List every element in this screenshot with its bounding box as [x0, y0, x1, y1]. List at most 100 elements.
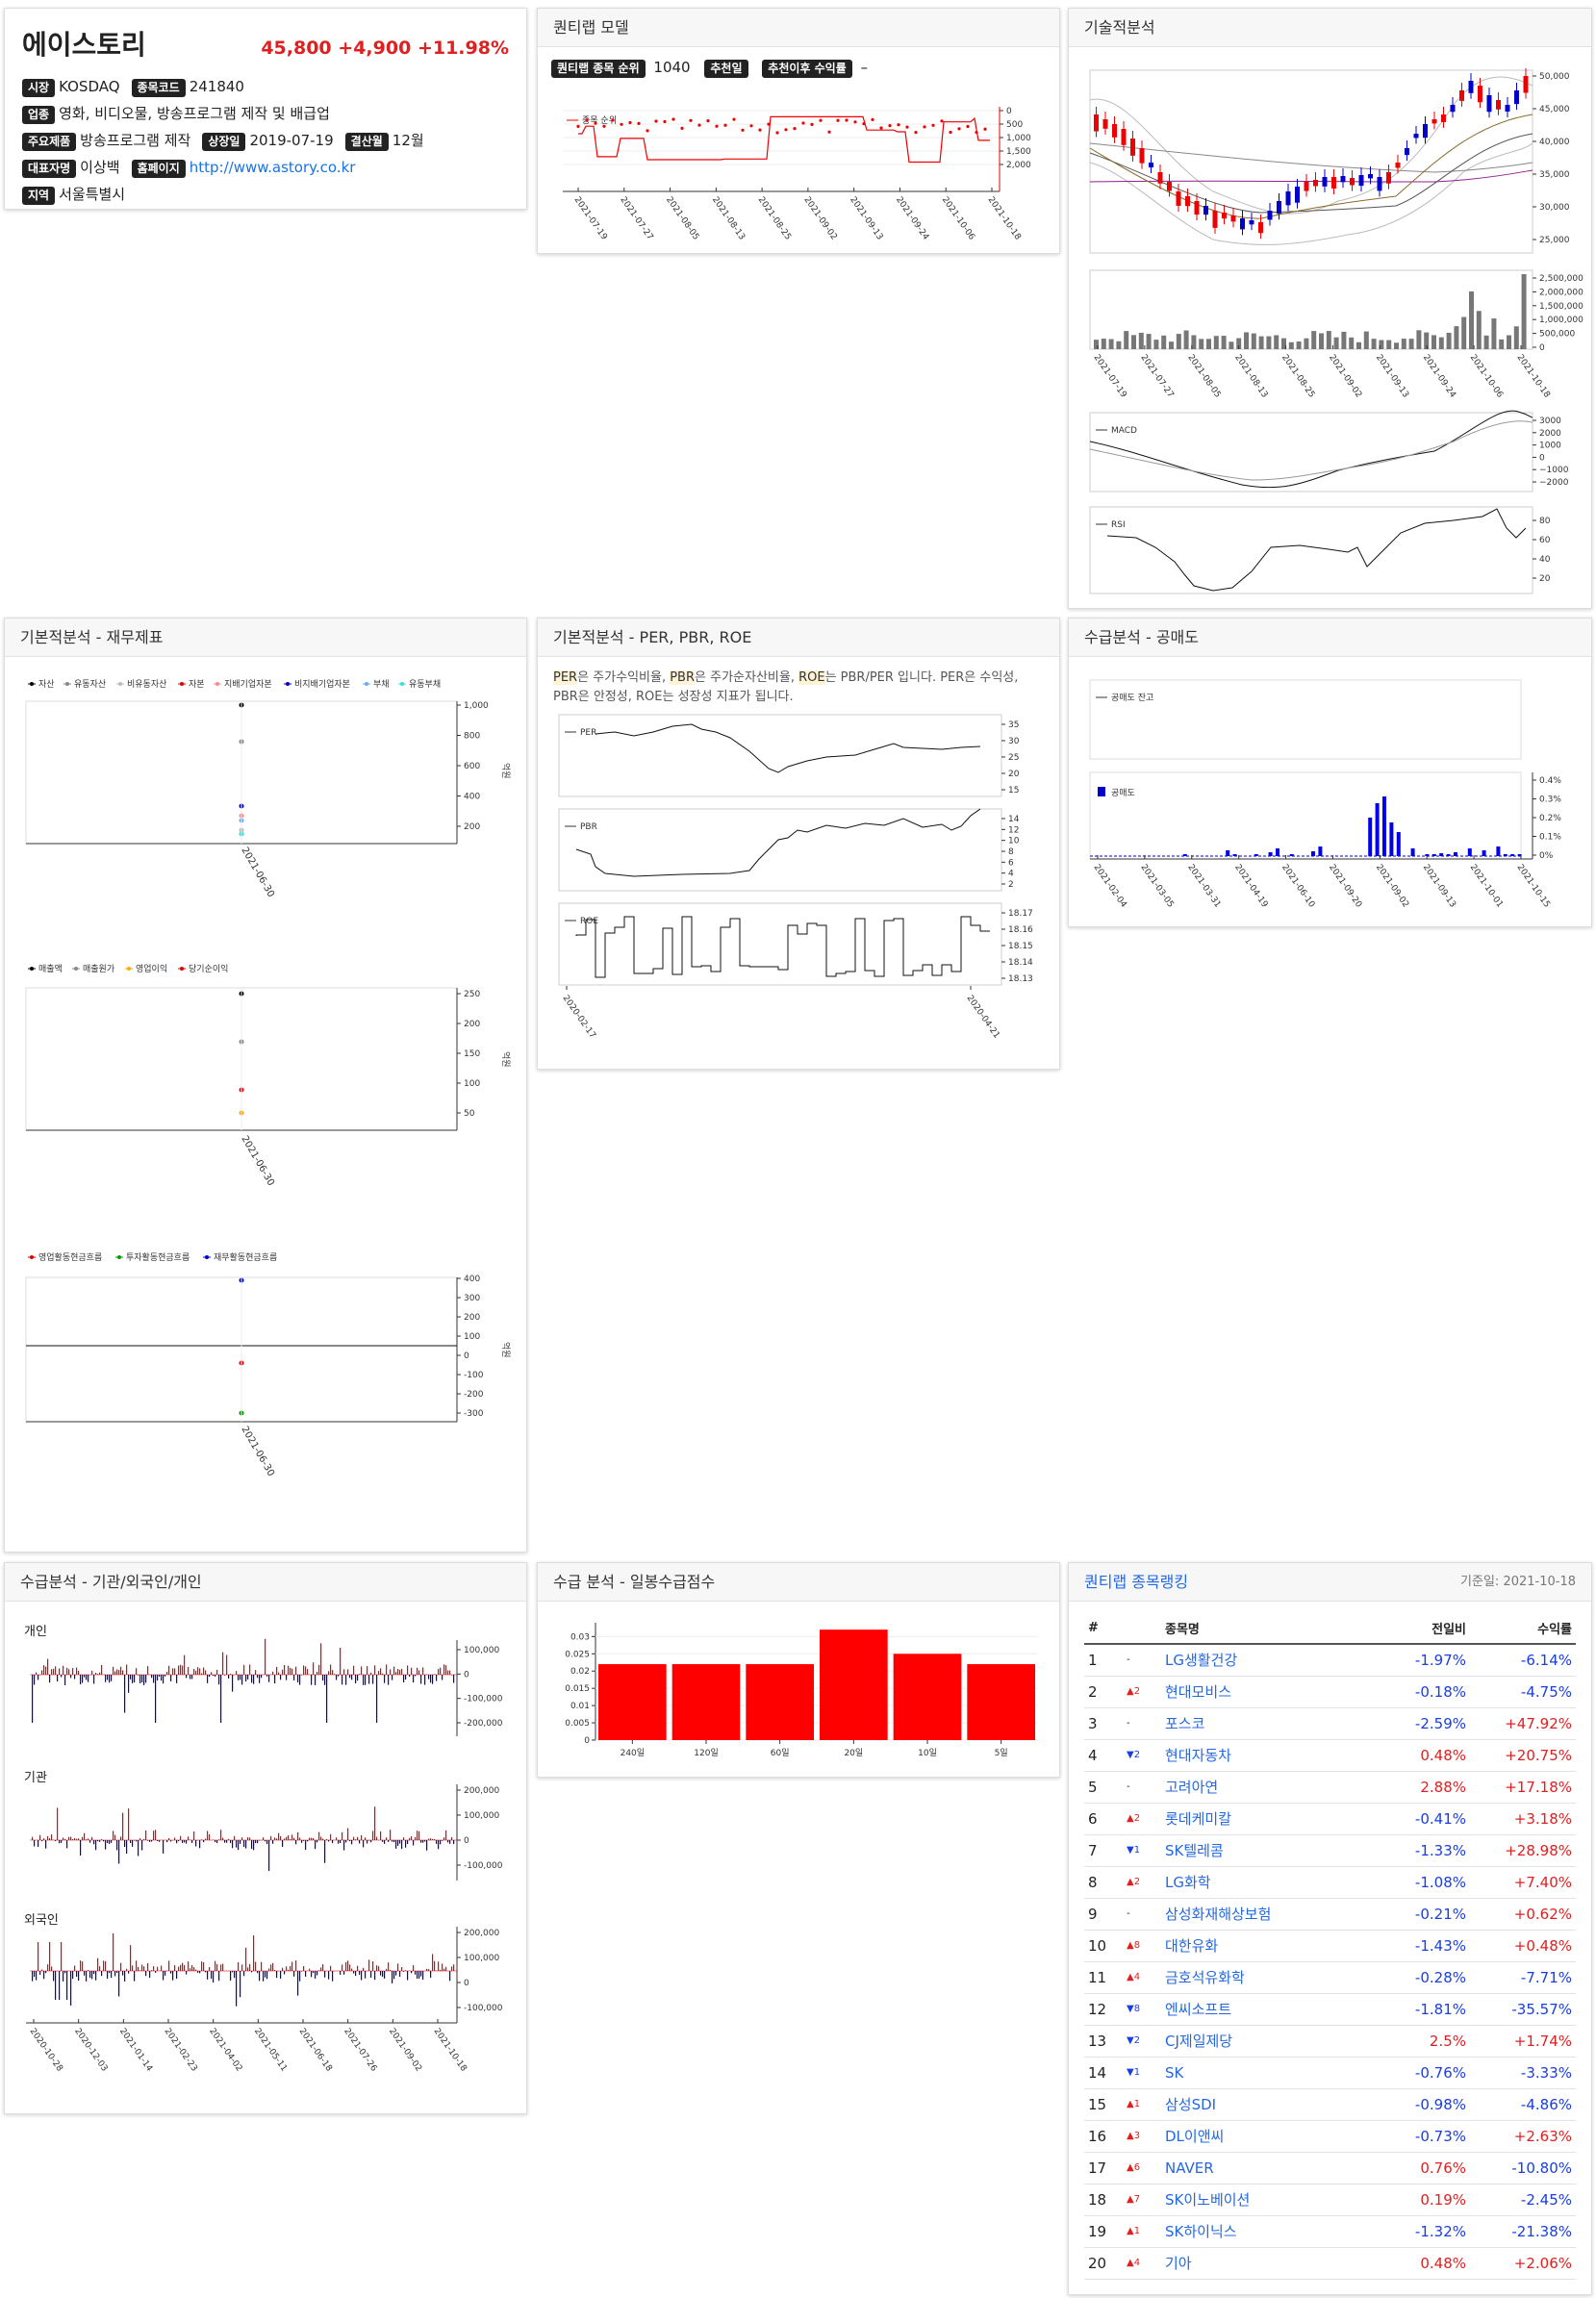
- rank-return: -3.33%: [1470, 2057, 1576, 2089]
- flow-bar: [89, 1840, 91, 1843]
- stock-link[interactable]: 금호석유화학: [1161, 1961, 1374, 1994]
- score-bar: [746, 1664, 814, 1740]
- ranking-row[interactable]: 11 ▲4 금호석유화학 -0.28% -7.71%: [1084, 1961, 1576, 1994]
- flow-bar: [347, 1669, 349, 1675]
- stock-link[interactable]: 대한유화: [1161, 1930, 1374, 1962]
- ranking-row[interactable]: 13 ▼2 CJ제일제당 2.5% +1.74%: [1084, 2025, 1576, 2058]
- ranking-row[interactable]: 15 ▲1 삼성SDI -0.98% -4.86%: [1084, 2088, 1576, 2121]
- return-value: –: [860, 59, 869, 76]
- stock-link[interactable]: 롯데케미칼: [1161, 1803, 1374, 1835]
- legend-label: 자본: [189, 679, 205, 690]
- ranking-row[interactable]: 17 ▲6 NAVER 0.76% -10.80%: [1084, 2152, 1576, 2184]
- flow-bar: [174, 1964, 176, 1971]
- ranking-row[interactable]: 4 ▼2 현대자동차 0.48% +20.75%: [1084, 1739, 1576, 1772]
- flow-bar: [376, 1675, 378, 1723]
- ranking-row[interactable]: 12 ▼8 엔씨소프트 -1.81% -35.57%: [1084, 1993, 1576, 2026]
- stock-link[interactable]: 삼성SDI: [1161, 2088, 1374, 2121]
- ranking-row[interactable]: 8 ▲2 LG화학 -1.08% +7.40%: [1084, 1866, 1576, 1899]
- legend-label: 재무활동현금흐름: [214, 1251, 277, 1263]
- stock-link[interactable]: SK: [1161, 2057, 1374, 2089]
- flow-bar: [218, 1675, 220, 1685]
- ranking-row[interactable]: 3 - 포스코 -2.59% +47.92%: [1084, 1707, 1576, 1740]
- stock-link[interactable]: 기아: [1161, 2247, 1374, 2280]
- ranking-row[interactable]: 9 - 삼성화재해상보험 -0.21% +0.62%: [1084, 1898, 1576, 1931]
- ranking-row[interactable]: 10 ▲8 대한유화 -1.43% +0.48%: [1084, 1930, 1576, 1962]
- stock-link[interactable]: 엔씨소프트: [1161, 1993, 1374, 2026]
- flow-bar: [397, 1840, 399, 1846]
- stock-link[interactable]: 포스코: [1161, 1707, 1374, 1740]
- ranking-row[interactable]: 2 ▲2 현대모비스 -0.18% -4.75%: [1084, 1676, 1576, 1708]
- ranking-row[interactable]: 6 ▲2 롯데케미칼 -0.41% +3.18%: [1084, 1803, 1576, 1835]
- y-tick-label: 150: [464, 1049, 480, 1059]
- x-tick-label: 2021-04-19: [1232, 863, 1269, 910]
- ranking-row[interactable]: 16 ▲3 DL이앤씨 -0.73% +2.63%: [1084, 2120, 1576, 2153]
- col-chg: 전일비: [1374, 1613, 1470, 1645]
- flow-bar: [270, 1835, 272, 1840]
- stock-link[interactable]: SK하이닉스: [1161, 2215, 1374, 2248]
- stock-link[interactable]: SK텔레콤: [1161, 1834, 1374, 1867]
- flow-bar: [128, 1675, 130, 1693]
- rank-no: 1: [1084, 1644, 1123, 1677]
- flow-bar: [49, 1838, 51, 1840]
- price-pct: +11.98%: [417, 38, 509, 59]
- ranking-row[interactable]: 20 ▲4 기아 0.48% +2.06%: [1084, 2247, 1576, 2280]
- x-tick-label: 2021-07-27: [618, 195, 654, 242]
- flow-bar: [32, 1675, 34, 1723]
- stock-link[interactable]: LG생활건강: [1161, 1644, 1374, 1677]
- flow-bar: [126, 1664, 128, 1675]
- flow-bar: [274, 1969, 276, 1971]
- flow-bar: [188, 1961, 190, 1971]
- flow-bar: [243, 1840, 245, 1848]
- flow-bar: [272, 1671, 274, 1675]
- flow-bar: [351, 1968, 353, 1971]
- rank-point: [966, 124, 970, 129]
- stock-link[interactable]: NAVER: [1161, 2152, 1374, 2184]
- ranking-row[interactable]: 14 ▼1 SK -0.76% -3.33%: [1084, 2057, 1576, 2089]
- flow-bar: [432, 1838, 434, 1840]
- flow-bar: [255, 1961, 257, 1971]
- stock-link[interactable]: SK이노베이션: [1161, 2184, 1374, 2216]
- homepage-link[interactable]: http://www.astory.co.kr: [189, 159, 356, 176]
- rank-move: ▲7: [1123, 2184, 1161, 2216]
- stock-link[interactable]: 현대자동차: [1161, 1739, 1374, 1772]
- candle: [1486, 95, 1492, 113]
- flow-bar: [259, 1675, 261, 1683]
- flow-bar: [309, 1837, 311, 1840]
- stock-link[interactable]: 현대모비스: [1161, 1676, 1374, 1708]
- flow-bar: [393, 1840, 395, 1843]
- candle: [1350, 178, 1355, 186]
- y-tick-label: 2,500,000: [1539, 274, 1583, 284]
- volume-bar: [1461, 316, 1467, 349]
- volume-bar: [1296, 341, 1302, 349]
- flow-bar: [326, 1675, 328, 1723]
- flow-bar: [418, 1670, 420, 1675]
- stock-link[interactable]: DL이앤씨: [1161, 2120, 1374, 2153]
- flow-bar: [232, 1675, 234, 1692]
- flow-bar: [82, 1961, 84, 1971]
- rank-no: 19: [1084, 2215, 1123, 2248]
- rank-return: +1.74%: [1470, 2025, 1576, 2058]
- ranking-row[interactable]: 19 ▲1 SK하이닉스 -1.32% -21.38%: [1084, 2215, 1576, 2248]
- stock-link[interactable]: CJ제일제당: [1161, 2025, 1374, 2058]
- stock-link[interactable]: 고려아연: [1161, 1771, 1374, 1804]
- flow-bar: [184, 1964, 186, 1971]
- flow-bar: [445, 1966, 447, 1971]
- rank-point: [646, 129, 649, 133]
- ranking-row[interactable]: 1 - LG생활건강 -1.97% -6.14%: [1084, 1644, 1576, 1677]
- flow-bar: [291, 1961, 293, 1971]
- ranking-row[interactable]: 7 ▼1 SK텔레콤 -1.33% +28.98%: [1084, 1834, 1576, 1867]
- flow-bar: [268, 1968, 270, 1971]
- candle: [1121, 129, 1127, 145]
- rank-move: ▲1: [1123, 2088, 1161, 2121]
- rank-return: +7.40%: [1470, 1866, 1576, 1899]
- ranking-row[interactable]: 5 - 고려아연 2.88% +17.18%: [1084, 1771, 1576, 1804]
- flow-bar: [436, 1675, 438, 1681]
- stock-link[interactable]: 삼성화재해상보험: [1161, 1898, 1374, 1931]
- flow-bar: [103, 1840, 105, 1842]
- flow-bar: [393, 1666, 395, 1675]
- ranking-row[interactable]: 18 ▲7 SK이노베이션 0.19% -2.45%: [1084, 2184, 1576, 2216]
- stock-link[interactable]: LG화학: [1161, 1866, 1374, 1899]
- flow-bar: [188, 1836, 190, 1840]
- x-tick-label: 2020-12-03: [72, 2027, 109, 2074]
- flow-bar: [353, 1971, 355, 1974]
